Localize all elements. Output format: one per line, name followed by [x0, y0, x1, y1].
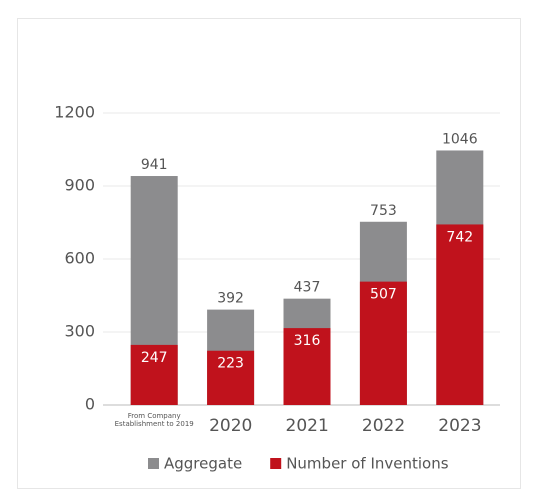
- legend-label: Aggregate: [164, 455, 242, 473]
- y-tick-label: 900: [64, 176, 95, 195]
- data-label: 223: [217, 356, 244, 372]
- data-label: 392: [217, 291, 244, 307]
- legend-swatch: [270, 458, 282, 469]
- data-label: 753: [370, 203, 397, 219]
- x-tick-label: 2023: [438, 416, 482, 436]
- y-tick-label: 600: [64, 249, 95, 268]
- legend-swatch: [148, 458, 159, 469]
- bar: [283, 328, 331, 405]
- x-tick-label: 2021: [285, 416, 329, 436]
- bar: [207, 350, 255, 405]
- y-tick-label: 1200: [54, 103, 95, 122]
- data-label: 437: [294, 280, 321, 296]
- data-label: 316: [294, 333, 321, 349]
- data-label: 742: [446, 229, 473, 245]
- bar: [130, 344, 178, 405]
- y-tick-label: 0: [85, 395, 95, 414]
- legend-label: Number of Inventions: [286, 455, 449, 473]
- data-label: 941: [141, 157, 168, 173]
- y-tick-label: 300: [64, 322, 95, 341]
- bar: [359, 281, 407, 405]
- x-tick-label: 2022: [361, 416, 406, 436]
- data-label: 247: [141, 350, 168, 366]
- frame: [17, 18, 521, 489]
- x-tick-label: 2020: [209, 416, 253, 436]
- data-label: 1046: [442, 131, 478, 147]
- data-label: 507: [370, 287, 397, 303]
- x-tick-label: From Company Establishment to 2019: [114, 412, 194, 429]
- bar: [436, 224, 484, 405]
